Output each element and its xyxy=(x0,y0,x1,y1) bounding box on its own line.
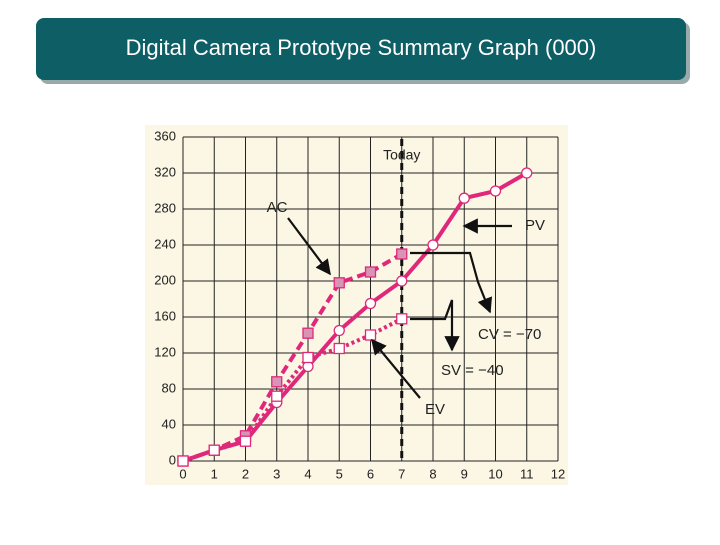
ac-arrow xyxy=(287,217,331,276)
point xyxy=(521,167,533,179)
y-tick-label: 360 xyxy=(154,128,176,143)
chart-background xyxy=(145,125,568,485)
x-tick-label: 1 xyxy=(211,466,218,481)
x-tick-label: 0 xyxy=(179,466,186,481)
point xyxy=(396,248,408,260)
point xyxy=(364,297,377,310)
y-tick-label: 0 xyxy=(169,452,176,467)
annotation: CV = −70 xyxy=(478,326,541,343)
x-tick-label: 9 xyxy=(461,466,468,481)
sv-bracket xyxy=(410,299,460,352)
x-tick-label: 8 xyxy=(429,466,436,481)
x-tick-label: 4 xyxy=(304,466,311,481)
point xyxy=(239,435,252,447)
point xyxy=(208,444,220,456)
series-label: PV xyxy=(525,217,545,234)
x-tick-label: 10 xyxy=(488,466,502,481)
point xyxy=(458,192,470,204)
point xyxy=(489,185,502,197)
y-tick-label: 120 xyxy=(154,344,176,359)
point xyxy=(396,313,408,325)
title-banner xyxy=(36,18,686,80)
point xyxy=(271,376,283,388)
point xyxy=(271,390,283,402)
y-tick-label: 320 xyxy=(154,164,176,179)
point xyxy=(333,324,345,337)
series-label: EV xyxy=(425,401,445,418)
y-tick-label: 240 xyxy=(154,236,176,251)
x-tick-label: 11 xyxy=(520,466,534,481)
point xyxy=(177,455,189,467)
y-tick-label: 200 xyxy=(154,272,176,287)
series-label: AC xyxy=(267,199,288,216)
point xyxy=(364,266,377,278)
annotation-arrows xyxy=(287,217,512,399)
today-label: Today xyxy=(383,147,420,163)
x-tick-label: 2 xyxy=(242,466,249,481)
x-tick-label: 6 xyxy=(367,466,374,481)
x-tick-label: 7 xyxy=(398,466,405,481)
point xyxy=(396,275,408,287)
point xyxy=(364,329,377,341)
ev-arrow xyxy=(371,338,421,399)
point xyxy=(333,342,345,355)
x-tick-label: 5 xyxy=(336,466,343,481)
x-tick-label: 12 xyxy=(551,466,565,481)
cv-bracket xyxy=(410,251,493,314)
y-tick-label: 40 xyxy=(162,416,176,431)
y-tick-label: 160 xyxy=(154,308,176,323)
slide-title: Digital Camera Prototype Summary Graph (… xyxy=(126,35,597,60)
point xyxy=(333,277,345,289)
point xyxy=(427,239,439,251)
y-tick-label: 280 xyxy=(154,200,176,215)
y-tick-label: 80 xyxy=(162,380,176,395)
x-tick-label: 3 xyxy=(273,466,280,481)
point xyxy=(302,351,314,364)
annotation: SV = −40 xyxy=(441,362,504,379)
point xyxy=(302,327,314,339)
